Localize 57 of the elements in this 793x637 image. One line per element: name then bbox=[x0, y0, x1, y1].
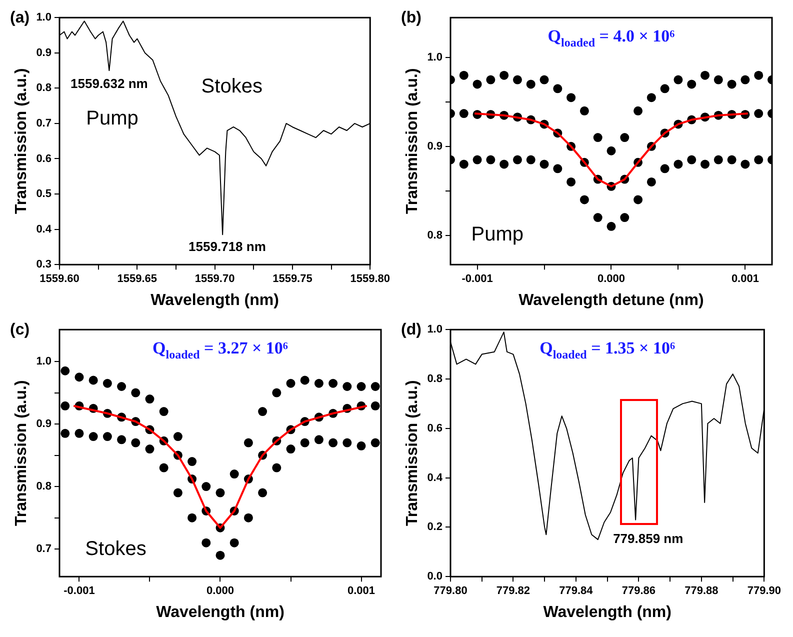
x-tick-label: 779.88 bbox=[684, 585, 718, 598]
y-tick-label: 0.8 bbox=[427, 373, 442, 386]
y-tick-label: 0.8 bbox=[36, 82, 52, 94]
chart-title: (a) bbox=[10, 9, 30, 26]
y-axis-title: Transmission (a.u.) bbox=[404, 68, 422, 214]
y-tick-label: 0.8 bbox=[36, 480, 52, 493]
x-axis-title: Wavelength (nm) bbox=[156, 604, 284, 621]
y-tick-label: 0.8 bbox=[427, 229, 442, 242]
y-tick-label: 1.0 bbox=[427, 52, 442, 64]
y-tick-label: 1.0 bbox=[36, 356, 52, 368]
y-tick-label: 0.6 bbox=[36, 152, 52, 165]
x-tick-label: 779.80 bbox=[434, 585, 468, 598]
y-tick-label: 0.3 bbox=[36, 258, 52, 271]
y-tick-label: 0.7 bbox=[36, 543, 52, 556]
annotation: 1559.718 nm bbox=[188, 238, 266, 254]
chart-title: (b) bbox=[401, 9, 422, 26]
y-tick-label: 0.5 bbox=[36, 188, 52, 200]
x-tick-label: 0.001 bbox=[347, 585, 376, 598]
x-tick-label: 0.001 bbox=[731, 273, 759, 286]
y-axis-title: Transmission (a.u.) bbox=[404, 380, 422, 526]
x-tick-label: 1559.80 bbox=[350, 273, 390, 286]
y-tick-label: 0.9 bbox=[427, 140, 442, 152]
x-tick-label: -0.001 bbox=[462, 273, 493, 286]
y-tick-label: 0.6 bbox=[427, 422, 442, 434]
y-tick-label: 0.0 bbox=[427, 570, 442, 583]
x-tick-label: 779.90 bbox=[747, 585, 782, 598]
y-axis-title: Transmission (a.u.) bbox=[13, 68, 30, 214]
y-tick-label: 0.9 bbox=[36, 418, 52, 430]
y-tick-label: 0.9 bbox=[36, 46, 52, 59]
x-axis-title: Wavelength detune (nm) bbox=[518, 292, 704, 309]
annotation: Stokes bbox=[85, 538, 146, 560]
x-tick-label: 779.82 bbox=[496, 585, 530, 598]
x-tick-label: -0.001 bbox=[64, 585, 95, 598]
x-tick-label: 0.000 bbox=[206, 585, 234, 598]
y-tick-label: 0.4 bbox=[427, 472, 444, 484]
y-tick-label: 0.7 bbox=[36, 117, 52, 130]
y-tick-label: 1.0 bbox=[36, 12, 52, 24]
x-axis-title: Wavelength (nm) bbox=[543, 604, 672, 621]
chart-title: (d) bbox=[401, 321, 422, 338]
annotation: Pump bbox=[86, 107, 138, 130]
y-tick-label: 0.4 bbox=[36, 223, 52, 236]
x-tick-label: 1559.65 bbox=[117, 273, 158, 286]
x-axis-title: Wavelength (nm) bbox=[150, 292, 279, 309]
chart-title: (c) bbox=[10, 321, 30, 338]
y-axis-title: Transmission (a.u.) bbox=[13, 380, 30, 526]
y-tick-label: 1.0 bbox=[427, 324, 442, 336]
x-tick-label: 1559.70 bbox=[194, 273, 235, 286]
annotation: 1559.632 nm bbox=[70, 76, 148, 91]
x-tick-label: 779.86 bbox=[622, 585, 656, 598]
x-tick-label: 779.84 bbox=[559, 585, 594, 598]
x-tick-label: 1559.60 bbox=[40, 273, 80, 286]
y-tick-label: 0.2 bbox=[427, 521, 442, 534]
annotation: 779.859 nm bbox=[613, 531, 684, 546]
x-tick-label: 1559.75 bbox=[272, 273, 312, 286]
x-tick-label: 0.000 bbox=[597, 273, 626, 286]
annotation: Pump bbox=[471, 223, 524, 246]
annotation: Stokes bbox=[201, 75, 262, 98]
